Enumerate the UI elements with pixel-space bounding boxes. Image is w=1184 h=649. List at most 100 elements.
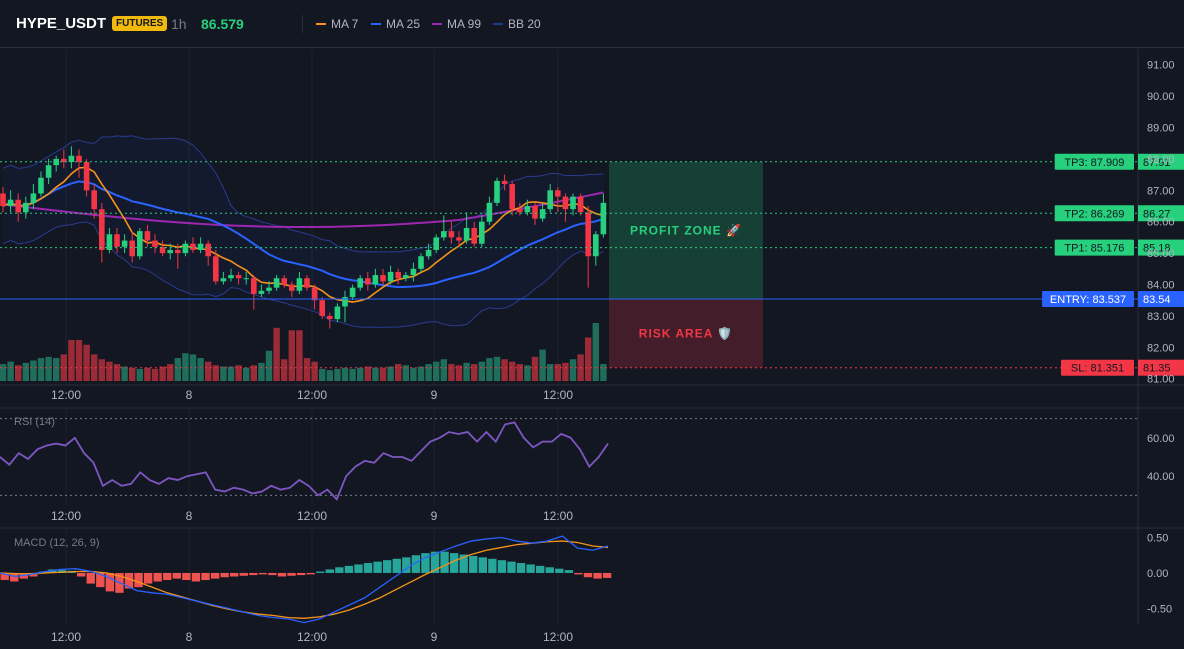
macd-hist-bar xyxy=(564,570,574,573)
rsi-tick-label: 60.00 xyxy=(1147,433,1175,445)
volume-bar xyxy=(296,330,303,381)
interval-label[interactable]: 1h xyxy=(171,16,187,32)
volume-bar xyxy=(75,339,83,381)
macd-hist-bar xyxy=(105,572,115,592)
candle-body xyxy=(600,202,607,235)
candle xyxy=(61,149,67,169)
level-tag-sl xyxy=(1061,359,1134,376)
candle-body xyxy=(441,231,447,238)
legend-ma25[interactable]: MA 25 xyxy=(371,16,420,32)
volume-bar xyxy=(402,365,409,381)
macd-hist-bar xyxy=(277,572,287,577)
futures-badge: FUTURES xyxy=(112,16,168,31)
legend-ma7[interactable]: MA 7 xyxy=(316,16,358,32)
volume-bar xyxy=(463,362,470,381)
volume-bar xyxy=(250,365,257,381)
candle xyxy=(304,275,310,291)
macd-hist-bar xyxy=(449,553,459,573)
candle-body xyxy=(129,240,135,257)
volume-bar xyxy=(569,359,577,381)
macd-panel[interactable]: MACD (12, 26, 9) 0.50 0.00 -0.50 xyxy=(0,533,1172,624)
volume-bar xyxy=(524,365,531,381)
candle-body xyxy=(539,209,546,219)
volume-bar xyxy=(349,368,356,381)
price-tick-label: 82.00 xyxy=(1147,342,1175,354)
candle xyxy=(570,193,576,216)
time-tick-label: 12:00 xyxy=(297,388,327,402)
macd-hist-bar xyxy=(593,572,602,579)
candle xyxy=(121,234,128,254)
time-tick-label: 8 xyxy=(186,630,193,644)
candle xyxy=(76,149,82,178)
candle-body xyxy=(243,278,249,280)
volume-bar xyxy=(357,367,364,381)
level-axis-label: 83.54 xyxy=(1143,294,1171,306)
volume-bar xyxy=(440,359,447,381)
candle-body xyxy=(175,249,181,254)
candle xyxy=(235,271,242,285)
candle xyxy=(441,215,447,241)
volume-bar xyxy=(486,358,493,381)
candle-body xyxy=(387,271,394,282)
candle xyxy=(600,193,607,238)
candle xyxy=(593,231,599,266)
volume-bar xyxy=(227,366,235,381)
volume-bar xyxy=(189,354,197,381)
level-axis-label: 86.27 xyxy=(1143,208,1171,220)
macd-hist-bar xyxy=(574,572,583,575)
bb-upper-line xyxy=(2,135,604,253)
level-tag-label: SL: 81.351 xyxy=(1071,363,1124,375)
volume-bar xyxy=(395,364,402,381)
macd-hist-bar xyxy=(201,572,210,581)
legend-ma7-label: MA 7 xyxy=(331,17,359,31)
candle-body xyxy=(45,165,52,178)
candle-body xyxy=(23,202,29,213)
volume-bar xyxy=(425,364,432,381)
level-axis-tag xyxy=(1138,359,1184,376)
candle-body xyxy=(137,231,143,257)
volume-bar xyxy=(547,364,554,381)
symbol-name[interactable]: HYPE_USDT xyxy=(16,15,107,32)
time-tick-label: 9 xyxy=(431,630,438,644)
candle-body xyxy=(593,234,599,257)
legend-bb20[interactable]: BB 20 xyxy=(493,16,541,32)
macd-hist-bar xyxy=(526,564,535,573)
macd-hist-bar xyxy=(583,572,593,578)
macd-hist-bar xyxy=(77,572,86,577)
candle xyxy=(547,184,553,213)
volume-bar xyxy=(174,358,181,381)
volume-bar xyxy=(410,367,417,381)
price-levels: TP3: 87.909 87.91 TP2: 86.269 86.27 TP1: 85.… xyxy=(0,153,1184,376)
volume-bar xyxy=(303,358,311,381)
candle-body xyxy=(372,275,379,285)
level-tag-label: TP2: 86.269 xyxy=(1064,208,1124,220)
time-tick-label: 12:00 xyxy=(543,630,573,644)
candle xyxy=(456,231,462,247)
macd-tick-label: 0.00 xyxy=(1147,568,1168,580)
profit-zone-label: PROFIT ZONE 🚀 xyxy=(630,223,742,237)
candle-body xyxy=(251,278,257,294)
price-tick-label: 84.00 xyxy=(1147,280,1175,292)
candlesticks[interactable] xyxy=(0,146,607,329)
volume-bar xyxy=(30,360,37,381)
candle xyxy=(228,268,234,282)
candle xyxy=(509,180,515,216)
rsi-panel[interactable]: RSI (14) 60.00 40.00 xyxy=(0,416,1175,501)
price-tick-label: 85.00 xyxy=(1147,248,1175,260)
volume-bar xyxy=(212,365,219,381)
candle-body xyxy=(91,190,97,210)
macd-line xyxy=(0,535,609,624)
candle-body xyxy=(585,212,591,257)
candle-body xyxy=(182,243,189,254)
level-axis-label: 81.35 xyxy=(1143,363,1171,375)
level-tag-tp xyxy=(1054,153,1134,170)
legend-ma99[interactable]: MA 99 xyxy=(432,16,481,32)
volume-bar xyxy=(531,356,539,381)
macd-hist-bar xyxy=(507,561,516,573)
candle-body xyxy=(281,278,287,285)
candle-body xyxy=(273,278,280,288)
macd-hist-bar xyxy=(555,568,564,573)
risk-zone-label: RISK AREA 🛡️ xyxy=(639,326,733,340)
volume-bar xyxy=(311,361,318,381)
